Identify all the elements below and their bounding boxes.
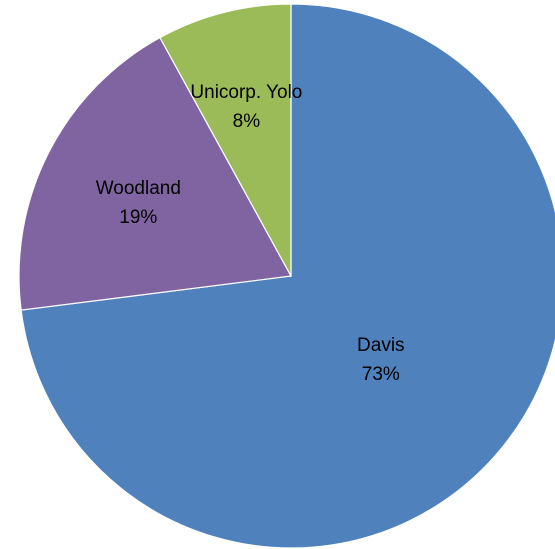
slice-percent-unicorp-yolo: 8% bbox=[233, 111, 261, 132]
slice-percent-woodland: 19% bbox=[119, 207, 157, 228]
pie-slice-davis bbox=[20, 3, 555, 549]
pie-slices bbox=[18, 3, 555, 549]
slice-label-davis: Davis bbox=[357, 335, 405, 356]
pie-slice-woodland bbox=[18, 36, 292, 311]
pie-labels: Davis 73% Woodland 19% Unicorp. Yolo 8% bbox=[96, 82, 405, 385]
slice-label-unicorp-yolo: Unicorp. Yolo bbox=[190, 82, 302, 103]
pie-slice-unicorp-yolo bbox=[159, 3, 292, 277]
slice-label-woodland: Woodland bbox=[96, 178, 181, 199]
slice-percent-davis: 73% bbox=[362, 364, 400, 385]
